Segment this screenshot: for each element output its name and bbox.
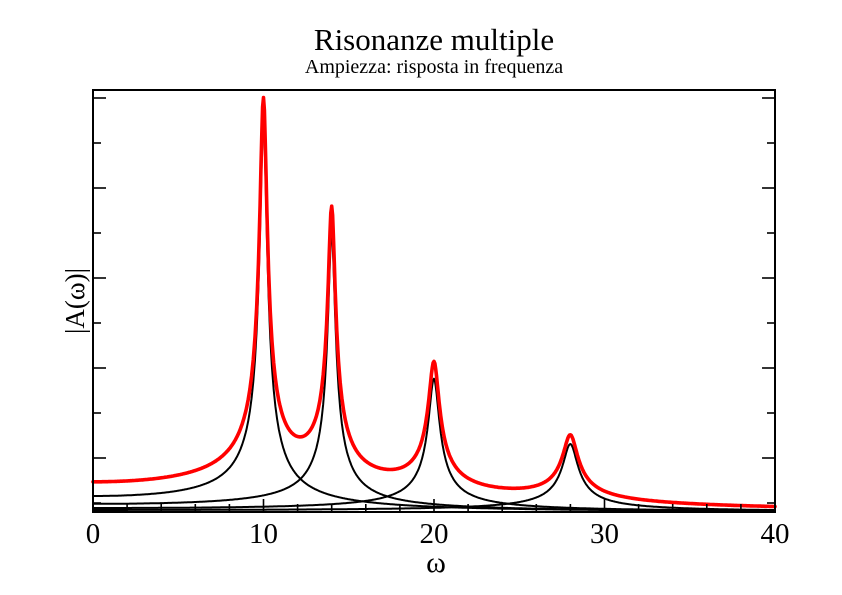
resonance-curve-omega20: [92, 377, 776, 512]
total-response-curve: [91, 95, 777, 509]
x-tick-label-30: 30: [590, 518, 619, 550]
x-tick-label-40: 40: [761, 518, 790, 550]
x-tick-labels-group: 0 10 20 30 40: [86, 518, 790, 550]
x-tick-label-0: 0: [86, 518, 101, 550]
resonance-curve-omega10: [92, 120, 776, 512]
plot-frame: [92, 89, 776, 513]
chart-title: Risonanze multiple: [314, 22, 554, 57]
x-tick-label-10: 10: [249, 518, 278, 550]
y-axis-label: |A(ω)|: [60, 268, 90, 334]
curves-group: [91, 95, 777, 512]
x-tick-label-20: 20: [420, 518, 449, 550]
x-axis-label: ω: [426, 546, 446, 579]
axis-ticks-group: [92, 97, 776, 512]
chart-subtitle: Ampiezza: risposta in frequenza: [305, 56, 563, 78]
